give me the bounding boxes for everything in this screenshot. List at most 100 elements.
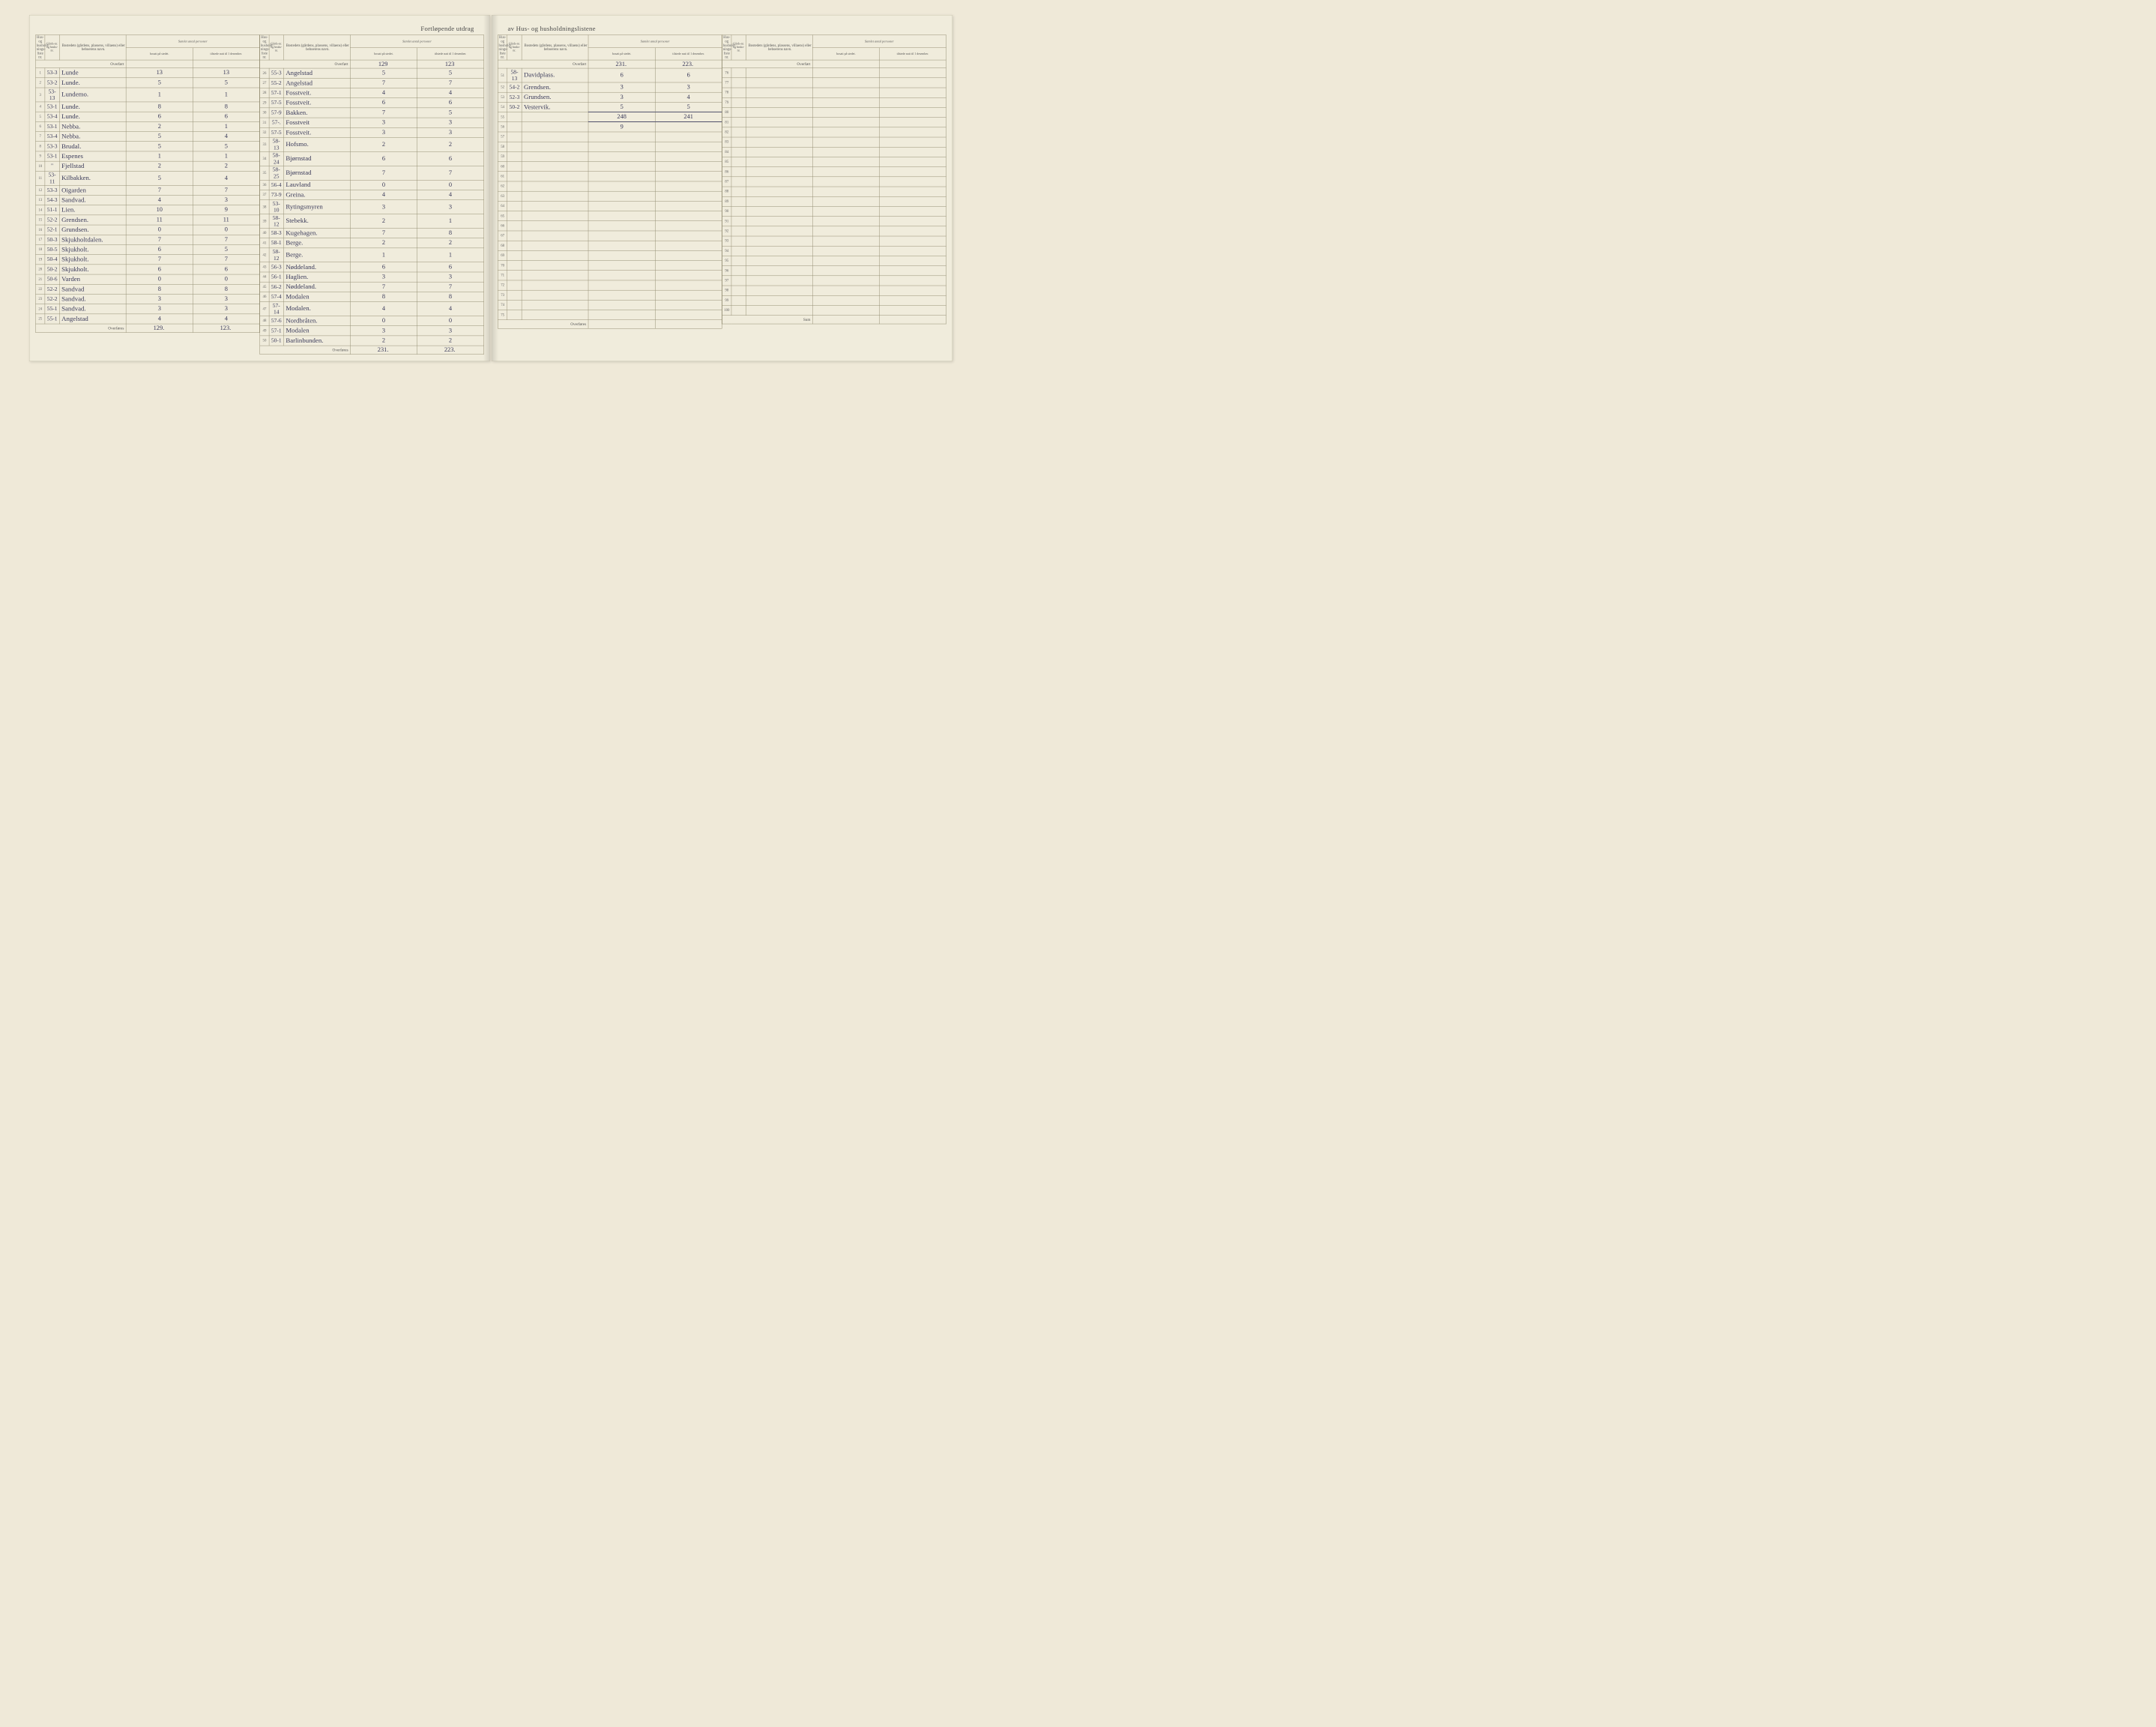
ledger-table: Hus- og hushold-nings-liste nr.Gårds-nr.… xyxy=(722,34,946,324)
cell-tilstede xyxy=(655,271,722,280)
cell-nr: 79 xyxy=(722,97,731,107)
cell-bosted: Angelstad xyxy=(59,314,126,324)
cell-gard xyxy=(731,107,745,117)
cell-bosatt xyxy=(588,250,655,260)
cell-nr: 24 xyxy=(35,304,44,313)
cell-nr: 6 xyxy=(35,121,44,131)
cell-nr: 48 xyxy=(259,316,268,325)
cell-bosted: Berge. xyxy=(283,248,350,262)
cell-nr: 91 xyxy=(722,216,731,226)
cell-gard: 52-2 xyxy=(44,284,58,294)
cell-bosted: Barlinbunden. xyxy=(283,336,350,346)
cell-tilstede: 8 xyxy=(417,228,483,238)
cell-tilstede: 4 xyxy=(655,92,722,102)
cell-nr: 14 xyxy=(35,205,44,214)
cell-tilstede: 1 xyxy=(417,214,483,228)
cell-nr: 47 xyxy=(259,301,268,316)
cell-bosatt: 10 xyxy=(126,205,193,214)
cell-tilstede: 8 xyxy=(193,102,259,112)
cell-nr: 87 xyxy=(722,177,731,187)
cell-bosatt xyxy=(588,231,655,241)
cell-gard: 56-3 xyxy=(269,262,283,272)
table-row: 1552-2Grendsen.1111 xyxy=(35,215,259,225)
table-row: 81 xyxy=(722,117,946,127)
table-row: 3257-5Fosstveit.33 xyxy=(259,127,483,137)
cell-tilstede: 5 xyxy=(193,78,259,88)
cell-bosatt xyxy=(812,127,879,137)
cell-bosted: Modalen xyxy=(283,326,350,336)
cell-nr: 23 xyxy=(35,294,44,304)
cell-gard: 53-1 xyxy=(44,121,58,131)
table-row: 77 xyxy=(722,78,946,88)
table-row: 92 xyxy=(722,226,946,236)
cell-gard xyxy=(731,256,745,265)
table-row: 1153-11Kilbakken.54 xyxy=(35,171,259,185)
cell-bosted: Grendsen. xyxy=(59,215,126,225)
cell-nr: 16 xyxy=(35,225,44,235)
cell-nr: 39 xyxy=(259,214,268,228)
cell-nr: 58 xyxy=(498,142,507,151)
cell-nr: 19 xyxy=(35,254,44,264)
cell-nr: 88 xyxy=(722,187,731,196)
cell-bosted: Lien. xyxy=(59,205,126,214)
table-row: 73 xyxy=(498,290,722,300)
table-row: 91 xyxy=(722,216,946,226)
cell-tilstede: 4 xyxy=(417,88,483,97)
cell-gard: 57-1 xyxy=(269,88,283,97)
cell-bosted: Nøddeland. xyxy=(283,262,350,272)
cell-gard xyxy=(507,172,521,181)
cell-bosted: Skjukholt. xyxy=(59,244,126,254)
cell-bosatt: 7 xyxy=(350,166,417,180)
cell-tilstede: 2 xyxy=(417,137,483,151)
cell-bosted xyxy=(746,226,812,236)
table-row: 78 xyxy=(722,88,946,97)
table-row: 89 xyxy=(722,196,946,206)
cell-nr: 83 xyxy=(722,137,731,147)
cell-nr: 95 xyxy=(722,256,731,265)
cell-bosted xyxy=(746,88,812,97)
table-row: 353-13Lundemo.11 xyxy=(35,88,259,102)
cell-tilstede xyxy=(879,127,946,137)
table-row: 3773-9Greina.44 xyxy=(259,190,483,199)
column-3: Hus- og hushold-nings-liste nr.Gårds-nr.… xyxy=(498,34,722,328)
cell-tilstede xyxy=(655,142,722,151)
cell-nr: 44 xyxy=(259,272,268,282)
table-row: 4757-14Modalen.44 xyxy=(259,301,483,316)
cell-tilstede: 2 xyxy=(193,161,259,171)
cell-tilstede: 0 xyxy=(417,180,483,190)
cell-bosted: Skjukholtdalen. xyxy=(59,235,126,244)
table-row: 68 xyxy=(498,241,722,250)
table-row: 4258-12Berge.11 xyxy=(259,248,483,262)
table-row: 98 xyxy=(722,286,946,295)
cell-tilstede: 4 xyxy=(417,190,483,199)
cell-tilstede: 3 xyxy=(417,118,483,127)
table-row: 60 xyxy=(498,161,722,171)
column-1: Hus- og hushold-nings-liste nr.Gårds-nr.… xyxy=(35,34,259,354)
cell-bosted: Nebba. xyxy=(59,131,126,141)
sum-label: Sum xyxy=(722,315,812,323)
table-row: 96 xyxy=(722,265,946,275)
table-row: 5158-13Davidplass.66 xyxy=(498,68,722,82)
cell-gard: 53-4 xyxy=(44,131,58,141)
cell-bosatt: 6 xyxy=(126,265,193,274)
cell-nr: 4 xyxy=(35,102,44,112)
cell-bosatt: 7 xyxy=(350,108,417,118)
overfort-bosatt: 231. xyxy=(588,60,655,68)
cell-tilstede xyxy=(879,295,946,305)
cell-gard: 51-1 xyxy=(44,205,58,214)
overfores-bosatt: 231. xyxy=(350,346,417,354)
cell-nr: 100 xyxy=(722,305,731,315)
table-row: 3057-9Bakken.75 xyxy=(259,108,483,118)
cell-bosted: Espenes xyxy=(59,151,126,161)
cell-gard: 50-6 xyxy=(44,274,58,284)
cell-tilstede: 5 xyxy=(193,244,259,254)
cell-tilstede xyxy=(655,172,722,181)
cell-bosatt: 5 xyxy=(126,171,193,185)
cell-gard: 50-2 xyxy=(44,265,58,274)
cell-tilstede: 6 xyxy=(193,112,259,121)
cell-bosatt: 1 xyxy=(350,248,417,262)
cell-nr: 41 xyxy=(259,238,268,247)
table-row: 2655-3Angelstad55 xyxy=(259,68,483,78)
cell-tilstede xyxy=(655,132,722,142)
cell-nr: 98 xyxy=(722,286,731,295)
